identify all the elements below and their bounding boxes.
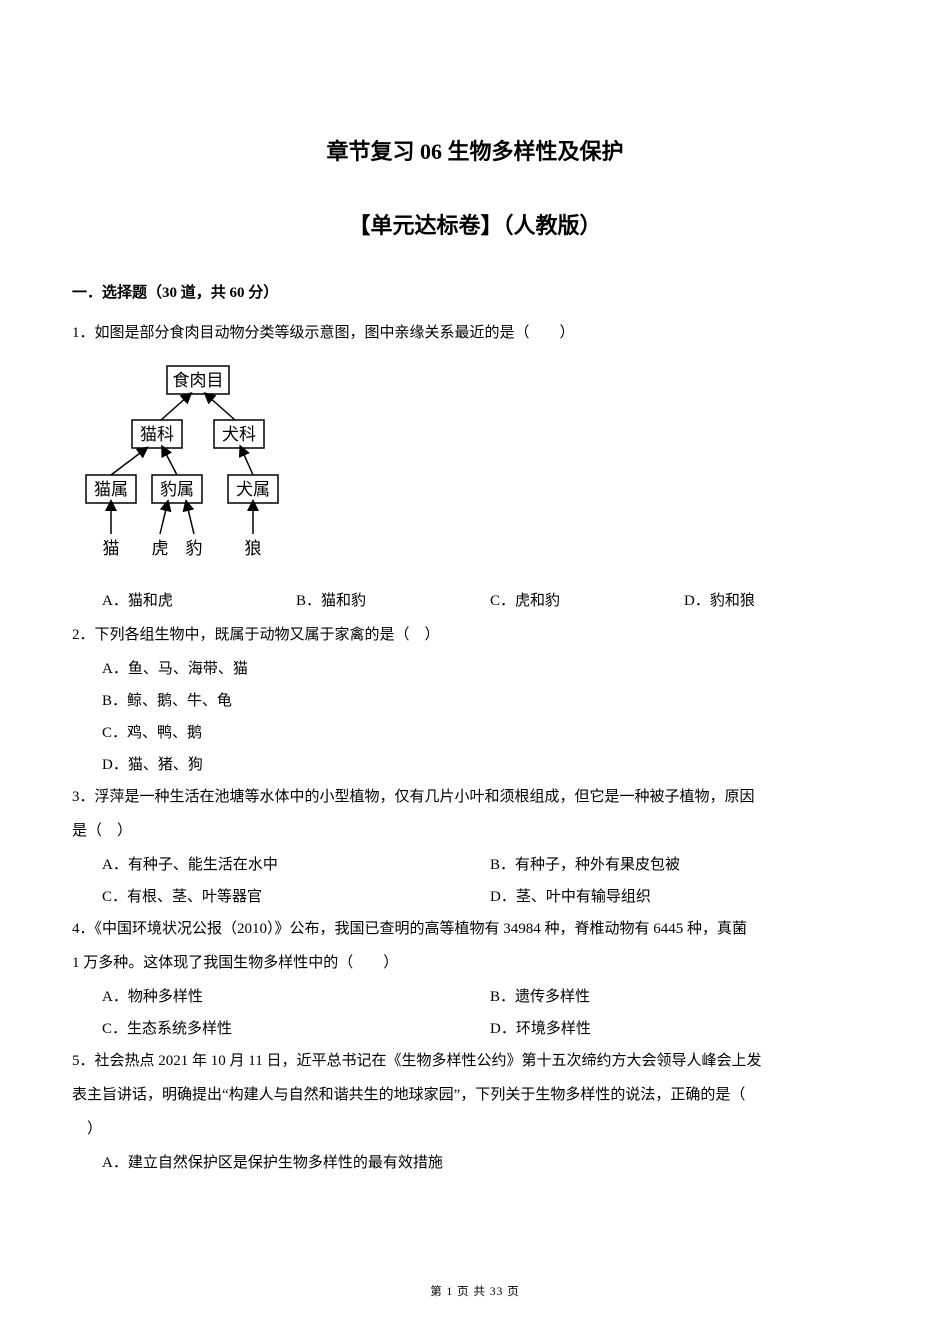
q4-stem: 4．《中国环境状况公报（2010）》公布，我国已查明的高等植物有 34984 种…: [72, 914, 878, 944]
q1-opt-a: A．猫和虎: [102, 586, 296, 616]
q1-stem: 1．如图是部分食肉目动物分类等级示意图，图中亲缘关系最近的是（ ）: [72, 318, 878, 348]
page-footer: 第 1 页 共 33 页: [0, 1281, 950, 1304]
q5-options: A．建立自然保护区是保护生物多样性的最有效措施: [72, 1148, 878, 1178]
q2-opt-a: A．鱼、马、海带、猫: [102, 654, 878, 684]
q3-opt-c: C．有根、茎、叶等器官: [102, 882, 490, 912]
diagram-order: 食肉目: [173, 371, 224, 390]
q3-opt-a: A．有种子、能生活在水中: [102, 850, 490, 880]
q5-stem-2: 表主旨讲话，明确提出“构建人与自然和谐共生的地球家园”，下列关于生物多样性的说法…: [72, 1080, 878, 1110]
q1-opt-d: D．豹和狼: [684, 586, 878, 616]
diagram-sp-leopard: 豹: [186, 539, 203, 558]
q4-opt-c: C．生态系统多样性: [102, 1014, 490, 1044]
page-title-1: 章节复习 06 生物多样性及保护: [72, 130, 878, 174]
q4-stem-2: 1 万多种。这体现了我国生物多样性中的（ ）: [72, 948, 878, 978]
q3-opt-b: B．有种子，种外有果皮包被: [490, 850, 878, 880]
q4-opt-a: A．物种多样性: [102, 982, 490, 1012]
diagram-family-cat: 猫科: [140, 425, 174, 444]
q5-stem: 5．社会热点 2021 年 10 月 11 日，近平总书记在《生物多样性公约》第…: [72, 1046, 878, 1076]
q4-options-row1: A．物种多样性 B．遗传多样性: [72, 982, 878, 1012]
q2-opt-b: B．鲸、鹅、牛、龟: [102, 686, 878, 716]
q2-opt-d: D．猫、猪、狗: [102, 750, 878, 780]
q1-diagram: 食肉目 猫科 犬科 猫属 豹属 犬属 猫 虎 豹 狼: [82, 362, 878, 562]
q2-stem: 2．下列各组生物中，既属于动物又属于家禽的是（ ）: [72, 620, 878, 650]
q3-options-row1: A．有种子、能生活在水中 B．有种子，种外有果皮包被: [72, 850, 878, 880]
q4-opt-b: B．遗传多样性: [490, 982, 878, 1012]
q1-opt-c: C．虎和豹: [490, 586, 684, 616]
diagram-family-dog: 犬科: [222, 425, 256, 444]
q3-opt-d: D．茎、叶中有输导组织: [490, 882, 878, 912]
diagram-sp-wolf: 狼: [245, 539, 262, 558]
q5-opt-a: A．建立自然保护区是保护生物多样性的最有效措施: [102, 1148, 878, 1178]
q5-stem-3: ）: [72, 1114, 878, 1144]
q2-opt-c: C．鸡、鸭、鹅: [102, 718, 878, 748]
q1-options: A．猫和虎 B．猫和豹 C．虎和豹 D．豹和狼: [72, 586, 878, 616]
page-title-2: 【单元达标卷】（人教版）: [72, 204, 878, 248]
q3-options-row2: C．有根、茎、叶等器官 D．茎、叶中有输导组织: [72, 882, 878, 912]
q1-opt-b: B．猫和豹: [296, 586, 490, 616]
q4-options-row2: C．生态系统多样性 D．环境多样性: [72, 1014, 878, 1044]
diagram-genus-dog: 犬属: [236, 480, 270, 499]
diagram-genus-leopard: 豹属: [160, 480, 194, 499]
section-heading: 一．选择题（30 道，共 60 分）: [72, 278, 878, 308]
q3-stem: 3．浮萍是一种生活在池塘等水体中的小型植物，仅有几片小叶和须根组成，但它是一种被…: [72, 782, 878, 812]
diagram-genus-cat: 猫属: [94, 480, 128, 499]
q2-options: A．鱼、马、海带、猫 B．鲸、鹅、牛、龟 C．鸡、鸭、鹅 D．猫、猪、狗: [72, 654, 878, 780]
diagram-sp-tiger: 虎: [152, 539, 169, 558]
diagram-sp-cat: 猫: [103, 539, 120, 558]
q3-stem-2: 是（ ）: [72, 816, 878, 846]
q4-opt-d: D．环境多样性: [490, 1014, 878, 1044]
